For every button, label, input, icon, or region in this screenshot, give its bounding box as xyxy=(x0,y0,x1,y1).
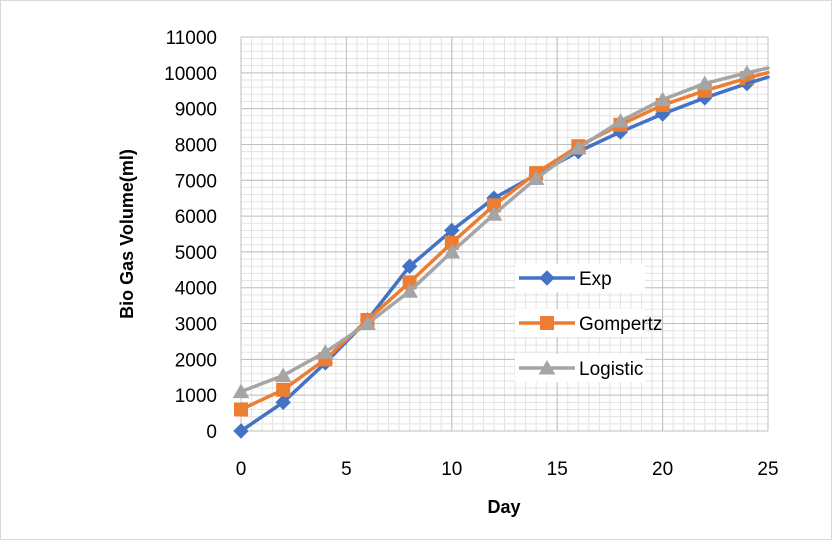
series-tail-exp xyxy=(745,75,770,86)
legend-marker xyxy=(540,316,554,330)
y-tick-label: 6000 xyxy=(175,207,217,228)
x-axis-title: Day xyxy=(487,497,520,517)
x-tick-label: 20 xyxy=(652,459,673,480)
x-tick-label: 10 xyxy=(441,459,462,480)
series-tail-logistic xyxy=(745,66,770,75)
legend-label: Exp xyxy=(579,269,612,290)
series-tail-gompertz xyxy=(745,70,770,80)
data-point-logistic xyxy=(232,383,250,399)
data-point-logistic xyxy=(359,315,376,331)
x-tick-label: 5 xyxy=(341,459,352,480)
legend-label: Logistic xyxy=(579,359,643,380)
y-tick-label: 10000 xyxy=(164,64,217,85)
y-tick-label: 11000 xyxy=(166,28,217,49)
data-point-logistic xyxy=(316,344,334,359)
y-tick-label: 7000 xyxy=(175,171,217,192)
data-point-logistic xyxy=(654,91,671,107)
legend-label: Gompertz xyxy=(579,314,662,335)
y-tick-label: 4000 xyxy=(175,279,217,300)
x-tick-label: 0 xyxy=(236,459,247,480)
legend-item-gompertz: Gompertz xyxy=(515,309,662,337)
data-point-logistic xyxy=(443,243,461,259)
y-tick-label: 5000 xyxy=(175,243,217,264)
y-axis-title: Bio Gas Volume(ml) xyxy=(117,149,137,319)
data-point-logistic xyxy=(485,206,503,221)
y-tick-label: 3000 xyxy=(175,315,217,336)
y-tick-label: 0 xyxy=(206,422,217,443)
series-layer xyxy=(232,64,770,439)
legend-marker xyxy=(538,359,556,375)
y-tick-labels: 0 1000 2000 3000 4000 5000 6000 7000 8000 9000 100… xyxy=(164,28,217,443)
legend-marker xyxy=(539,270,555,286)
data-point-logistic xyxy=(274,367,292,382)
data-point-logistic xyxy=(696,75,714,91)
legend-item-exp: Exp xyxy=(515,264,645,292)
y-tick-label: 1000 xyxy=(175,386,217,407)
data-point-gompertz xyxy=(234,402,248,417)
legend-item-logistic: Logistic xyxy=(515,354,645,382)
legend: Exp Gompertz Logistic xyxy=(515,264,662,382)
x-tick-label: 15 xyxy=(547,459,568,480)
data-point-exp xyxy=(401,258,418,274)
data-point-logistic xyxy=(612,113,629,128)
y-tick-label: 8000 xyxy=(175,135,217,156)
y-tick-label: 9000 xyxy=(175,100,217,121)
data-point-exp xyxy=(233,423,249,439)
y-tick-label: 2000 xyxy=(175,350,217,371)
data-point-logistic xyxy=(569,140,587,155)
data-point-logistic xyxy=(401,283,419,298)
x-tick-label: 25 xyxy=(757,459,778,480)
data-point-logistic xyxy=(527,170,545,185)
x-tick-labels: 0 5 10 15 20 25 xyxy=(236,459,779,480)
data-point-exp xyxy=(275,394,291,411)
data-point-gompertz xyxy=(276,382,291,397)
